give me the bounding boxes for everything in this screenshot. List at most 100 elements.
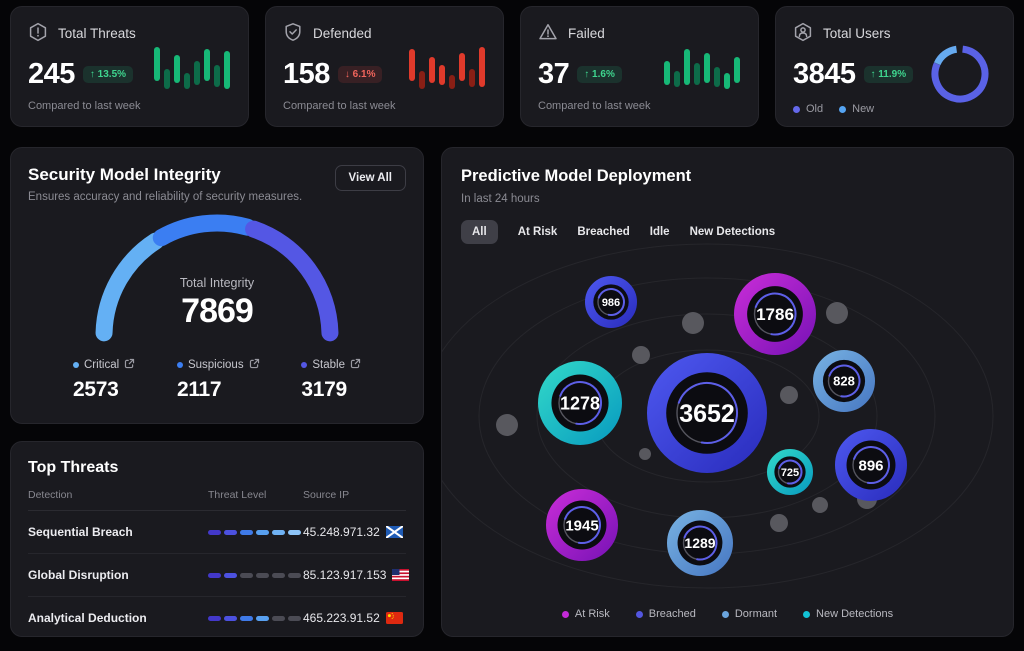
spark-bar — [154, 47, 160, 81]
tab-idle[interactable]: Idle — [649, 226, 670, 238]
tab-all[interactable]: All — [461, 220, 498, 244]
spark-bar — [194, 61, 200, 85]
card-title: Security Model Integrity — [28, 165, 221, 184]
stat-card-defended[interactable]: Defended 158 ↓ 6.1% Compared to last wee… — [265, 6, 504, 127]
stat-card-total-users[interactable]: Total Users 3845 ↑ 11.9% Old New — [775, 6, 1014, 127]
deployment-bubble-1289[interactable]: 1289 — [667, 509, 733, 576]
column-header-detection: Detection — [28, 489, 73, 501]
svg-text:986: 986 — [602, 297, 620, 309]
legend-dot — [561, 610, 569, 618]
deployment-bubble-896[interactable]: 896 — [834, 428, 907, 501]
table-row[interactable]: Analytical Deduction 465.223.91.52 — [28, 597, 406, 639]
spark-bar — [734, 57, 740, 83]
integrity-gauge-chart: Total Integrity 7869 — [87, 204, 347, 354]
tab-at-risk[interactable]: At Risk — [517, 226, 558, 238]
svg-text:896: 896 — [858, 457, 883, 474]
integrity-category-label: Critical — [84, 359, 120, 371]
integrity-stat-value: 3179 — [301, 378, 347, 401]
predictive-model-deployment-card: 986 1786 1278 3652 828 896 725 1945 1289 Predict… — [441, 147, 1014, 637]
threat-level-segment — [208, 572, 221, 578]
spark-bar — [409, 49, 415, 81]
threat-level-segment — [288, 572, 301, 578]
deployment-bubble-725[interactable]: 725 — [767, 449, 814, 496]
card-subtitle: In last 24 hours — [461, 193, 540, 205]
spark-bar — [684, 49, 690, 85]
spark-bar — [714, 67, 720, 87]
deployment-bubble-1278[interactable]: 1278 — [537, 360, 623, 446]
users-legend-item: New — [839, 103, 874, 115]
deployment-bubble-1945[interactable]: 1945 — [546, 488, 619, 561]
users-legend-item: Old — [793, 103, 823, 115]
threat-level-segment — [288, 529, 301, 535]
stat-label: Total Threats — [58, 26, 136, 41]
spark-bar — [419, 71, 425, 89]
legend-dot — [839, 105, 847, 113]
integrity-stat-value: 2573 — [73, 378, 119, 401]
legend-label: New — [852, 103, 875, 115]
stat-card-header: Defended — [283, 22, 486, 45]
table-row[interactable]: Global Disruption 85.123.917.153 — [28, 554, 410, 597]
deployment-bubble-1786[interactable]: 1786 — [734, 273, 816, 355]
svg-text:828: 828 — [833, 374, 855, 389]
legend-dot — [301, 362, 308, 368]
security-model-integrity-card: Security Model Integrity Ensures accurac… — [10, 147, 424, 424]
deployment-bubble-828[interactable]: 828 — [812, 350, 875, 413]
legend-dot — [803, 610, 811, 618]
integrity-stat-item: Suspicious 2117 — [176, 358, 260, 402]
spark-bar — [164, 69, 170, 89]
integrity-stat-label: Suspicious — [176, 358, 260, 372]
sparkline-defended — [409, 43, 485, 99]
table-row[interactable]: Sequential Breach 45.248.971.32 — [28, 511, 406, 554]
shield-check-icon — [283, 22, 303, 45]
spark-bar — [184, 73, 190, 89]
threat-level-segment — [240, 615, 253, 621]
view-all-button[interactable]: View All — [334, 165, 406, 191]
column-header-threat-level: Threat Level — [208, 489, 267, 501]
stat-card-failed[interactable]: Failed 37 ↑ 1.6% Compared to last week — [520, 6, 759, 127]
triangle-alert-icon — [538, 22, 558, 45]
threat-level-segment — [224, 615, 237, 621]
external-link-icon[interactable] — [350, 358, 361, 372]
tab-breached[interactable]: Breached — [577, 226, 630, 238]
deployment-bubble-986[interactable]: 986 — [584, 275, 637, 328]
external-link-icon[interactable] — [249, 358, 260, 372]
users-donut-chart — [929, 43, 991, 105]
threat-level-segment — [224, 529, 237, 535]
integrity-stats-row: Critical 2573 Suspicious 2117 Stable 3179 — [11, 358, 423, 402]
threat-level-segment — [256, 572, 269, 578]
threat-level-segment — [272, 529, 285, 535]
threat-level-bars — [208, 529, 303, 535]
legend-dot — [73, 362, 79, 368]
spark-bar — [694, 63, 700, 85]
integrity-stat-value: 2117 — [176, 378, 222, 401]
source-ip-cell: 85.123.917.153 — [303, 568, 410, 582]
source-ip-value: 85.123.917.153 — [303, 568, 387, 582]
legend-label: Breached — [648, 608, 696, 620]
external-link-icon[interactable] — [124, 358, 135, 372]
top-threats-card: Top Threats Detection Threat Level Sourc… — [10, 441, 424, 637]
stat-label: Total Users — [823, 26, 891, 41]
stat-label: Defended — [313, 26, 372, 41]
usa-flag-icon — [392, 569, 410, 581]
stat-card-header: Total Users — [793, 22, 996, 45]
security-card-heading: Security Model Integrity Ensures accurac… — [28, 165, 302, 203]
svg-text:3652: 3652 — [679, 400, 735, 428]
stat-value: 245 — [28, 58, 75, 90]
card-title: Predictive Model Deployment — [461, 167, 692, 185]
delta-badge: ↓ 6.1% — [337, 66, 383, 83]
hexagon-alert-icon — [28, 22, 48, 45]
stat-label: Failed — [568, 26, 605, 41]
stat-card-total-threats[interactable]: Total Threats 245 ↑ 13.5% Compared to la… — [10, 6, 249, 127]
source-ip-value: 465.223.91.52 — [303, 611, 380, 625]
deployment-bubble-3652[interactable]: 3652 — [646, 352, 767, 473]
legend-label: Old — [806, 103, 824, 115]
spark-bar — [224, 51, 230, 89]
spark-bar — [674, 71, 680, 87]
svg-text:1278: 1278 — [560, 393, 600, 413]
spark-bar — [469, 69, 475, 87]
source-ip-cell: 465.223.91.52 — [303, 611, 406, 625]
tab-new-detections[interactable]: New Detections — [689, 226, 776, 238]
threat-level-segment — [240, 572, 253, 578]
bubble-chart-legend: At Risk Breached Dormant New Detections — [442, 608, 1013, 620]
